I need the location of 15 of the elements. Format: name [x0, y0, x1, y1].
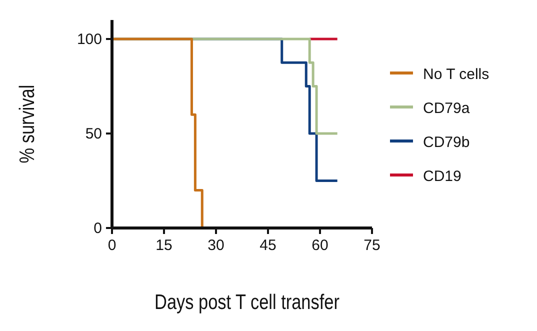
legend-label: No T cells	[423, 66, 490, 83]
x-tick-label: 30	[208, 237, 224, 254]
x-tick-label: 60	[312, 237, 328, 254]
y-axis-title: % survival	[16, 84, 40, 164]
legend-label: CD79a	[423, 100, 470, 117]
x-tick-label: 45	[260, 237, 276, 254]
x-tick-label: 0	[108, 237, 116, 254]
x-axis-title: Days post T cell transfer	[154, 292, 340, 314]
y-tick-label: 100	[76, 31, 102, 48]
y-tick-label: 50	[85, 126, 102, 142]
legend-label: CD79b	[423, 134, 470, 151]
legend-label: CD19	[423, 168, 462, 185]
x-tick-label: 75	[364, 237, 380, 254]
y-tick-label: 0	[94, 220, 102, 237]
x-tick-label: 15	[156, 237, 172, 254]
